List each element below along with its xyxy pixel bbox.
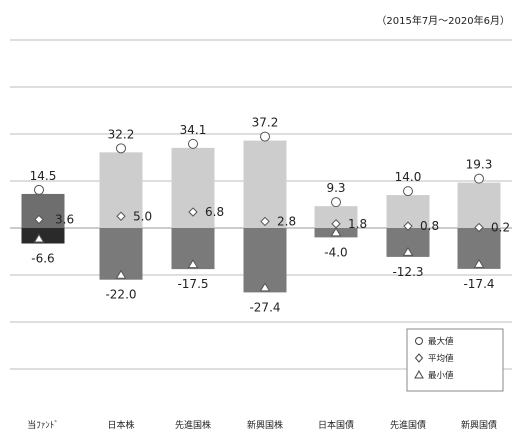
- legend-avg-symbol: [414, 353, 424, 363]
- max-bar: [21, 193, 65, 228]
- avg-label: 2.8: [277, 214, 296, 228]
- avg-label: 1.8: [348, 217, 367, 231]
- category-label: 日本国債: [318, 419, 354, 431]
- avg-marker: [474, 222, 484, 233]
- min-marker: [402, 246, 414, 256]
- category-label: 先進国株: [175, 419, 211, 431]
- min-marker: [259, 282, 271, 292]
- category-label: 新興国債: [461, 419, 497, 431]
- min-label: -6.6: [31, 252, 54, 266]
- category-label: 当ﾌｧﾝﾄﾞ: [27, 419, 59, 431]
- max-marker: [116, 143, 126, 154]
- avg-label: 6.8: [205, 205, 224, 219]
- min-bar: [21, 228, 65, 244]
- avg-label: 5.0: [133, 209, 152, 223]
- max-marker: [260, 131, 270, 142]
- min-marker: [330, 227, 342, 237]
- max-marker: [34, 184, 44, 195]
- max-marker: [188, 138, 198, 149]
- avg-marker: [116, 211, 126, 221]
- min-label: -17.4: [463, 277, 494, 291]
- min-label: -27.4: [249, 300, 280, 314]
- min-label: -17.5: [177, 277, 208, 291]
- min-bar: [243, 228, 287, 293]
- avg-marker: [34, 214, 44, 225]
- legend-max-label: 最大値: [428, 336, 454, 347]
- avg-label: 3.6: [55, 213, 74, 227]
- period-note: （2015年7月～2020年6月）: [376, 16, 510, 27]
- max-label: 19.3: [466, 158, 493, 172]
- max-bar: [243, 140, 287, 228]
- legend-min-label: 最小値: [428, 370, 454, 381]
- avg-marker: [260, 216, 270, 227]
- avg-label: 0.2: [491, 221, 510, 235]
- max-marker: [403, 186, 413, 197]
- max-marker: [474, 173, 484, 184]
- min-marker: [187, 259, 199, 269]
- max-bar: [314, 206, 358, 228]
- min-marker: [473, 258, 485, 268]
- avg-marker: [403, 221, 413, 231]
- min-marker: [33, 233, 45, 243]
- legend-box: [406, 328, 504, 392]
- min-marker: [115, 269, 127, 279]
- avg-label: 0.8: [420, 219, 439, 233]
- min-label: -4.0: [324, 245, 347, 259]
- max-label: 14.0: [395, 170, 422, 184]
- min-label: -12.3: [392, 265, 423, 279]
- max-bar: [457, 182, 501, 228]
- min-label: -22.0: [105, 288, 136, 302]
- category-label: 日本株: [107, 419, 134, 431]
- max-label: 32.2: [108, 127, 135, 141]
- legend-avg-label: 平均値: [428, 353, 454, 364]
- category-label: 新興国株: [247, 419, 283, 431]
- max-label: 14.5: [30, 169, 57, 183]
- category-label: 先進国債: [390, 419, 426, 431]
- max-label: 37.2: [252, 116, 279, 130]
- avg-marker: [188, 207, 198, 217]
- legend-max-symbol: [415, 337, 423, 345]
- legend-min-symbol: [414, 369, 424, 379]
- max-label: 9.3: [326, 181, 345, 195]
- max-label: 34.1: [180, 123, 207, 137]
- max-marker: [331, 197, 341, 208]
